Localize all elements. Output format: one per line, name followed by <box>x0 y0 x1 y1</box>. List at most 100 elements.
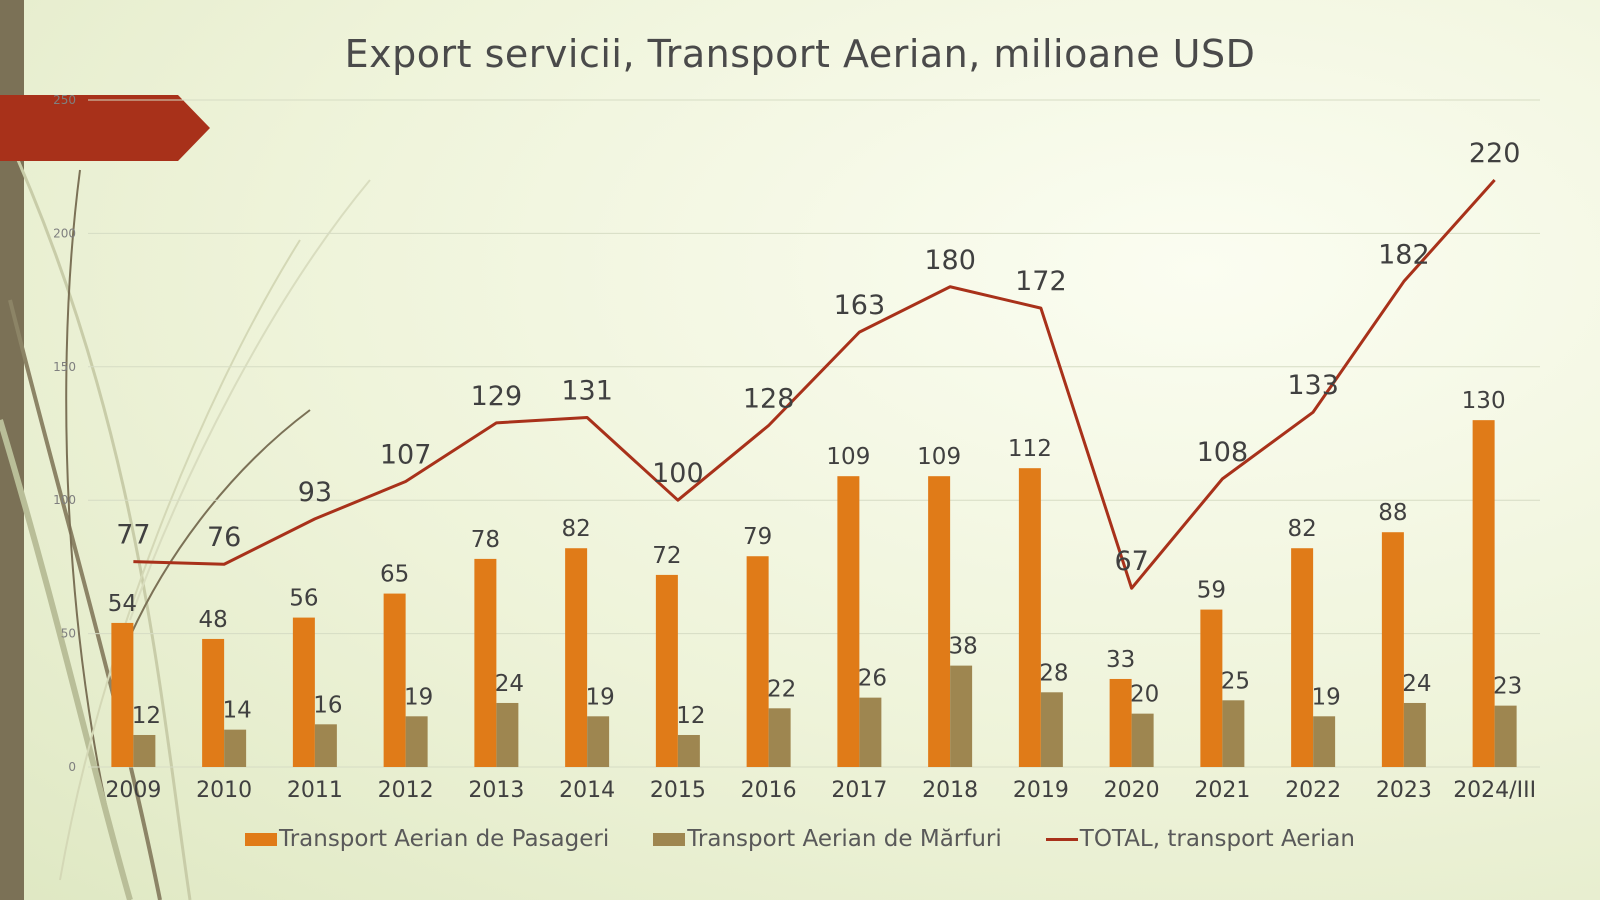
bar-passengers <box>1381 532 1404 767</box>
bar-freight <box>496 702 519 767</box>
legend-swatch-freight <box>653 832 686 846</box>
bar-passengers <box>1472 420 1495 767</box>
bar-freight <box>1313 716 1336 767</box>
x-tick-label: 2013 <box>468 778 524 803</box>
data-label-passengers: 109 <box>826 444 870 470</box>
data-label-passengers: 82 <box>1287 516 1316 542</box>
data-label-freight: 22 <box>767 676 796 702</box>
bar-passengers <box>474 558 497 767</box>
y-tick-label: 100 <box>53 493 76 507</box>
bar-passengers <box>1018 468 1041 767</box>
data-label-passengers: 112 <box>1008 436 1052 462</box>
data-label-total: 67 <box>1114 546 1148 577</box>
data-label-total: 182 <box>1378 239 1430 270</box>
chart-legend: Transport Aerian de Pasageri Transport A… <box>0 826 1600 852</box>
bar-passengers <box>746 556 769 767</box>
x-tick-label: 2022 <box>1285 778 1341 803</box>
bar-freight <box>1040 692 1063 767</box>
x-tick-label: 2011 <box>287 778 343 803</box>
legend-swatch-passengers <box>245 832 278 846</box>
data-label-freight: 24 <box>495 671 524 697</box>
data-label-total: 107 <box>380 440 432 471</box>
bar-passengers <box>1291 548 1314 767</box>
data-label-total: 108 <box>1197 437 1249 468</box>
x-tick-label: 2020 <box>1104 778 1160 803</box>
bar-freight <box>1222 700 1245 767</box>
bar-freight <box>405 716 428 767</box>
data-label-total: 76 <box>207 522 241 553</box>
bar-freight <box>1403 702 1426 767</box>
bar-freight <box>677 734 700 767</box>
data-label-freight: 14 <box>222 698 251 724</box>
data-label-total: 220 <box>1469 138 1521 169</box>
bar-freight <box>1131 713 1154 767</box>
x-tick-label: 2023 <box>1376 778 1432 803</box>
y-tick-label: 50 <box>61 627 76 641</box>
bar-passengers <box>202 638 225 767</box>
bar-freight <box>133 734 156 767</box>
data-label-freight: 28 <box>1039 660 1068 686</box>
red-arrow-banner <box>0 95 210 161</box>
data-label-freight: 38 <box>948 634 977 660</box>
x-tick-label: 2009 <box>105 778 161 803</box>
data-label-passengers: 72 <box>652 543 681 569</box>
data-label-total: 172 <box>1015 266 1067 297</box>
bar-freight <box>768 708 791 767</box>
x-tick-label: 2019 <box>1013 778 1069 803</box>
data-label-passengers: 109 <box>917 444 961 470</box>
bar-passengers <box>655 574 678 767</box>
bar-passengers <box>1200 609 1223 767</box>
legend-item-passengers: Transport Aerian de Pasageri <box>245 826 609 852</box>
data-label-total: 180 <box>924 245 976 276</box>
data-label-freight: 16 <box>313 692 342 718</box>
data-label-passengers: 79 <box>743 524 772 550</box>
data-label-passengers: 65 <box>380 562 409 588</box>
legend-label-passengers: Transport Aerian de Pasageri <box>279 826 610 852</box>
y-tick-label: 150 <box>53 360 76 374</box>
data-label-total: 77 <box>116 520 150 551</box>
bar-passengers <box>928 476 951 767</box>
y-tick-label: 0 <box>68 760 76 774</box>
data-label-freight: 19 <box>585 684 614 710</box>
data-label-passengers: 82 <box>561 516 590 542</box>
bar-passengers <box>1109 678 1132 767</box>
chart-title: Export servicii, Transport Aerian, milio… <box>344 32 1256 76</box>
data-label-freight: 12 <box>676 703 705 729</box>
data-label-freight: 19 <box>404 684 433 710</box>
bar-freight <box>1494 705 1517 767</box>
x-tick-label: 2015 <box>650 778 706 803</box>
y-tick-label: 200 <box>53 226 76 240</box>
x-tick-label: 2016 <box>741 778 797 803</box>
data-label-freight: 19 <box>1311 684 1340 710</box>
data-label-total: 129 <box>471 381 523 412</box>
legend-label-total: TOTAL, transport Aerian <box>1079 826 1355 852</box>
data-label-passengers: 56 <box>289 586 318 612</box>
bar-freight <box>587 716 610 767</box>
bar-passengers <box>111 622 134 767</box>
data-label-passengers: 54 <box>108 591 137 617</box>
total-line <box>133 179 1496 590</box>
data-label-freight: 20 <box>1130 682 1159 708</box>
data-label-passengers: 88 <box>1378 500 1407 526</box>
data-label-passengers: 78 <box>471 527 500 553</box>
legend-swatch-total <box>1045 837 1078 841</box>
bar-passengers <box>565 548 588 767</box>
data-label-total: 128 <box>743 383 795 414</box>
data-label-freight: 12 <box>132 703 161 729</box>
data-label-freight: 25 <box>1221 668 1250 694</box>
data-label-total: 93 <box>298 477 332 508</box>
x-tick-label: 2012 <box>378 778 434 803</box>
x-tick-label: 2024/III <box>1453 778 1536 803</box>
data-label-total: 100 <box>652 458 704 489</box>
bar-passengers <box>383 593 406 767</box>
data-label-total: 131 <box>561 375 613 406</box>
x-tick-label: 2010 <box>196 778 252 803</box>
y-tick-label: 250 <box>53 93 76 107</box>
legend-item-freight: Transport Aerian de Mărfuri <box>653 826 1002 852</box>
data-label-passengers: 130 <box>1462 388 1506 414</box>
legend-item-total: TOTAL, transport Aerian <box>1045 826 1355 852</box>
legend-label-freight: Transport Aerian de Mărfuri <box>687 826 1002 852</box>
bar-freight <box>314 724 337 767</box>
bar-passengers <box>837 476 860 767</box>
